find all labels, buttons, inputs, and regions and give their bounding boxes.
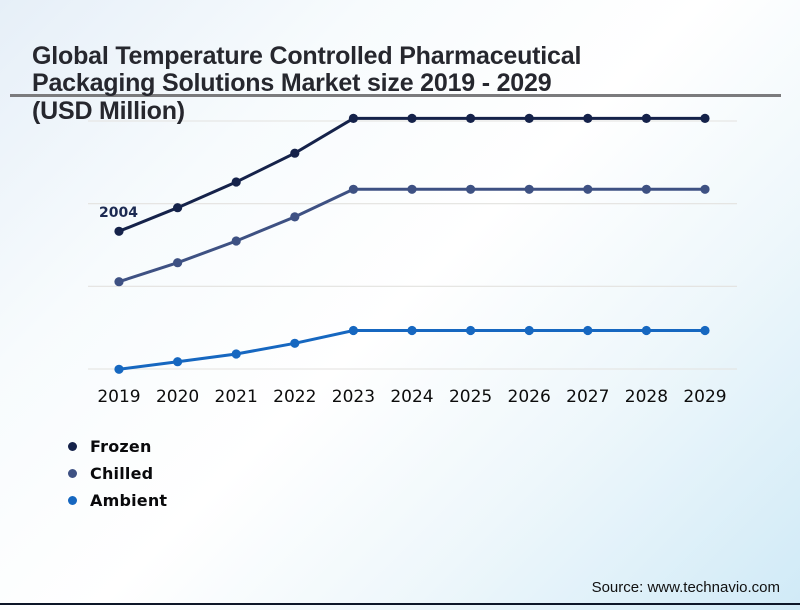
bottom-border-line xyxy=(0,603,800,605)
legend-item-chilled: Chilled xyxy=(68,463,167,483)
legend-swatch-frozen-icon xyxy=(68,441,77,451)
x-axis-label: 2022 xyxy=(273,387,317,407)
x-axis-label: 2028 xyxy=(624,387,669,407)
page-title-line-1: Global Temperature Controlled Pharmaceut… xyxy=(32,41,582,70)
x-axis-label: 2029 xyxy=(683,387,727,407)
legend-label-ambient: Ambient xyxy=(90,490,168,510)
legend-swatch-chilled-icon xyxy=(68,468,77,478)
chart-legend: Frozen Chilled Ambient xyxy=(68,436,167,517)
legend-swatch-ambient-icon xyxy=(68,495,77,505)
x-axis-label: 2026 xyxy=(507,387,551,407)
x-axis-label: 2023 xyxy=(331,387,376,407)
x-axis-labels: 2019 2020 2021 2022 2023 2024 2025 2026 2027 2028… xyxy=(0,387,800,409)
x-axis-label: 2019 xyxy=(97,387,141,407)
title-divider-line xyxy=(10,94,781,97)
page-title-line-2: Packaging Solutions Market size 2019 - 2… xyxy=(32,69,552,98)
legend-label-chilled: Chilled xyxy=(90,463,154,483)
data-label-frozen-2019: 2004 xyxy=(99,205,138,221)
legend-label-frozen: Frozen xyxy=(90,436,152,456)
x-axis-label: 2025 xyxy=(448,387,493,407)
x-axis-label: 2020 xyxy=(155,387,200,407)
legend-item-ambient: Ambient xyxy=(68,490,167,510)
x-axis-label: 2024 xyxy=(390,387,434,407)
page-title: Global Temperature Controlled Pharmaceut… xyxy=(32,41,692,126)
legend-item-frozen: Frozen xyxy=(68,436,167,456)
x-axis-label: 2021 xyxy=(214,387,258,407)
x-axis-label: 2027 xyxy=(566,387,610,407)
page-title-line-3: (USD Million) xyxy=(32,96,185,125)
source-credit: Source: www.technavio.com xyxy=(591,579,780,596)
